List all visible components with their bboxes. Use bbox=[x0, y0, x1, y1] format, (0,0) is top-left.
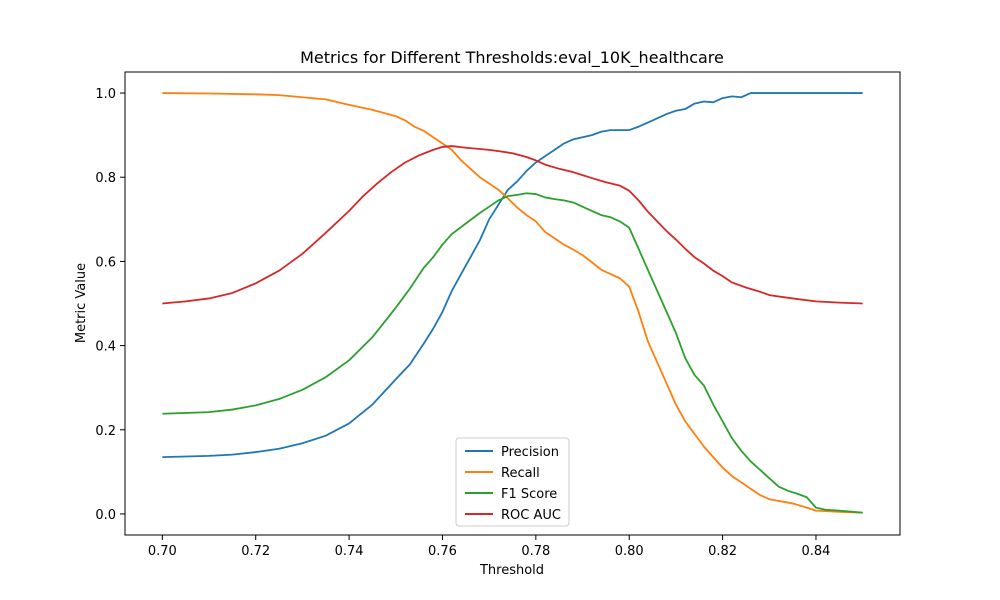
axes-frame bbox=[124, 71, 901, 536]
legend: Precision Recall F1 Score ROC AUC bbox=[455, 437, 570, 527]
y-tick-label: 1.0 bbox=[95, 87, 116, 102]
x-tick-label: 0.84 bbox=[801, 544, 830, 559]
x-axis-label: Threshold bbox=[479, 563, 544, 578]
series-line-f1-score bbox=[162, 192, 863, 514]
y-tick-label: 0.2 bbox=[95, 424, 116, 439]
x-tick-label: 0.78 bbox=[521, 544, 550, 559]
y-tick-label: 0.8 bbox=[95, 171, 116, 186]
x-tick-label: 0.70 bbox=[148, 544, 177, 559]
y-tick-label: 0.6 bbox=[95, 255, 116, 270]
series-line-roc-auc bbox=[162, 145, 863, 305]
x-tick-label: 0.80 bbox=[615, 544, 644, 559]
legend-label: ROC AUC bbox=[501, 508, 561, 523]
series-line-precision bbox=[162, 92, 863, 459]
y-tick-label: 0.4 bbox=[95, 340, 116, 355]
series-line-recall bbox=[162, 92, 863, 514]
legend-label: Recall bbox=[501, 466, 540, 481]
legend-label: F1 Score bbox=[501, 487, 557, 502]
legend-box bbox=[455, 437, 570, 527]
x-tick-label: 0.72 bbox=[241, 544, 270, 559]
y-axis-label: Metric Value bbox=[74, 263, 89, 343]
y-tick-label: 0.0 bbox=[95, 508, 116, 523]
plot-area: 0.70 0.72 0.74 0.76 0.78 0.80 0.82 0.84 0.0 0.2 0.… bbox=[95, 71, 901, 559]
x-tick-label: 0.82 bbox=[708, 544, 737, 559]
x-tick-label: 0.76 bbox=[428, 544, 457, 559]
x-tick-label: 0.74 bbox=[335, 544, 364, 559]
legend-label: Precision bbox=[501, 445, 559, 460]
chart-title: Metrics for Different Thresholds:eval_10… bbox=[300, 48, 724, 68]
